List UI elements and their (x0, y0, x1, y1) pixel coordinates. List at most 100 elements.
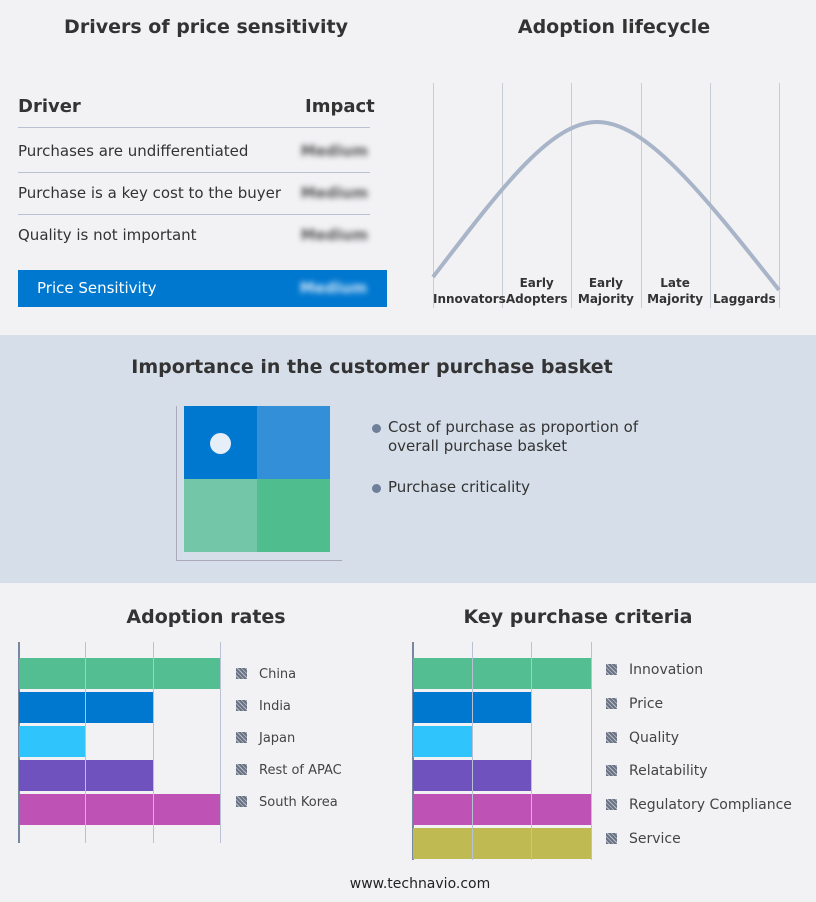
driver-row: Purchase is a key cost to the buyer Mediu… (18, 172, 370, 215)
driver-row: Quality is not important Medium (18, 214, 370, 257)
lifecycle-title: Adoption lifecycle (517, 16, 711, 38)
impact-value: Medium (300, 184, 368, 202)
summary-impact: Medium (299, 279, 367, 297)
axis-x (176, 560, 342, 561)
legend-label: South Korea (259, 795, 338, 810)
bar-rest-of-apac (19, 760, 154, 791)
legend-label: Japan (259, 731, 296, 746)
gridline (85, 642, 87, 843)
legend-label: Price (629, 695, 664, 712)
gridline (219, 642, 221, 843)
basket-item: Purchase criticality (371, 478, 531, 496)
stage-label: Early (588, 276, 623, 290)
stage-label: Laggards (712, 292, 776, 306)
legend-swatch-icon (236, 668, 247, 679)
driver-label: Purchases are undifferentiated (18, 142, 249, 160)
gridline (710, 83, 711, 308)
gridline (641, 83, 642, 308)
bar-service (413, 828, 593, 859)
basket-section (0, 335, 816, 583)
bar-relatability (413, 760, 533, 791)
bar-india (19, 692, 154, 723)
legend-label: Innovation (629, 662, 704, 678)
basket-item: Cost of purchase as proportion of overal… (372, 418, 648, 456)
legend-swatch-icon (606, 833, 617, 844)
quadrant (257, 479, 330, 552)
bar-china (19, 658, 221, 689)
legend-swatch-icon (606, 731, 617, 743)
price-sensitivity-bar: Price Sensitivity Medium (18, 270, 387, 307)
impact-value: Medium (300, 142, 368, 160)
legend-item: Relatability (606, 763, 708, 779)
legend-swatch-icon (236, 764, 247, 775)
legend-item: Price (606, 696, 663, 712)
gridline (471, 642, 473, 860)
col-driver: Driver (18, 96, 81, 117)
legend-swatch-icon (606, 765, 617, 777)
driver-label: Purchase is a key cost to the buyer (18, 184, 282, 202)
quadrant (257, 406, 330, 479)
legend-swatch-icon (236, 700, 247, 711)
lifecycle-stage: Early Adopters (502, 275, 571, 307)
driver-row: Purchases are undifferentiated Medium (18, 130, 370, 173)
gridline (433, 83, 434, 308)
drivers-title: Drivers of price sensitivity (64, 16, 348, 38)
lifecycle-curve (431, 119, 781, 292)
summary-label: Price Sensitivity (37, 279, 157, 297)
legend-label: Quality (629, 729, 680, 746)
gridline (591, 642, 593, 860)
gridline (152, 642, 154, 843)
legend-label: China (259, 667, 297, 682)
axis-y (176, 406, 177, 560)
position-marker (210, 433, 231, 454)
legend-swatch-icon (236, 732, 247, 743)
lifecycle-stage: Late Majority (641, 275, 710, 307)
bar-innovation (413, 658, 593, 689)
legend-item: Innovation (606, 662, 703, 678)
stage-label: Majority (577, 292, 634, 306)
basket-title: Importance in the customer purchase bask… (131, 356, 613, 378)
stage-label: Adopters (505, 292, 568, 306)
legend-item: South Korea (236, 795, 338, 810)
header-divider (18, 127, 370, 128)
stage-label: Early (519, 276, 554, 290)
legend-swatch-icon (606, 799, 617, 811)
footer: www.technavio.com (349, 876, 491, 892)
legend-item: Quality (606, 730, 679, 746)
gridline (571, 83, 572, 308)
stage-label: Majority (647, 292, 704, 306)
stage-label: Late (660, 276, 690, 290)
bar-price (413, 692, 533, 723)
bar-japan (19, 726, 87, 757)
lifecycle-stage: Laggards (710, 291, 779, 307)
legend-label: Service (629, 831, 681, 847)
legend-item: India (236, 699, 291, 714)
stage-label: Innovators (433, 292, 506, 306)
bar-south-korea (19, 794, 221, 825)
legend-swatch-icon (606, 664, 617, 675)
legend-swatch-icon (236, 796, 247, 807)
quadrant (184, 479, 257, 552)
kpc-title: Key purchase criteria (463, 606, 693, 628)
bar-regulatory-compliance (413, 794, 593, 825)
legend-item: Service (606, 831, 681, 847)
legend-swatch-icon (606, 697, 617, 709)
col-impact: Impact (305, 96, 375, 117)
legend-item: Japan (236, 731, 295, 746)
gridline (531, 642, 533, 860)
driver-label: Quality is not important (18, 226, 197, 244)
legend-item: China (236, 667, 296, 682)
legend-item: Regulatory Compliance (606, 797, 792, 813)
legend-label: Rest of APAC (259, 763, 342, 778)
legend-label: Relatability (629, 763, 708, 780)
gridline (502, 83, 503, 308)
legend-label: India (259, 699, 291, 714)
legend-item: Rest of APAC (236, 763, 342, 778)
gridline (779, 83, 780, 308)
bar-quality (413, 726, 473, 757)
lifecycle-stage: Early Majority (571, 275, 640, 307)
adoption-title: Adoption rates (126, 606, 286, 628)
impact-value: Medium (300, 226, 368, 244)
legend-label: Regulatory Compliance (629, 797, 792, 814)
lifecycle-stage: Innovators (433, 291, 506, 307)
